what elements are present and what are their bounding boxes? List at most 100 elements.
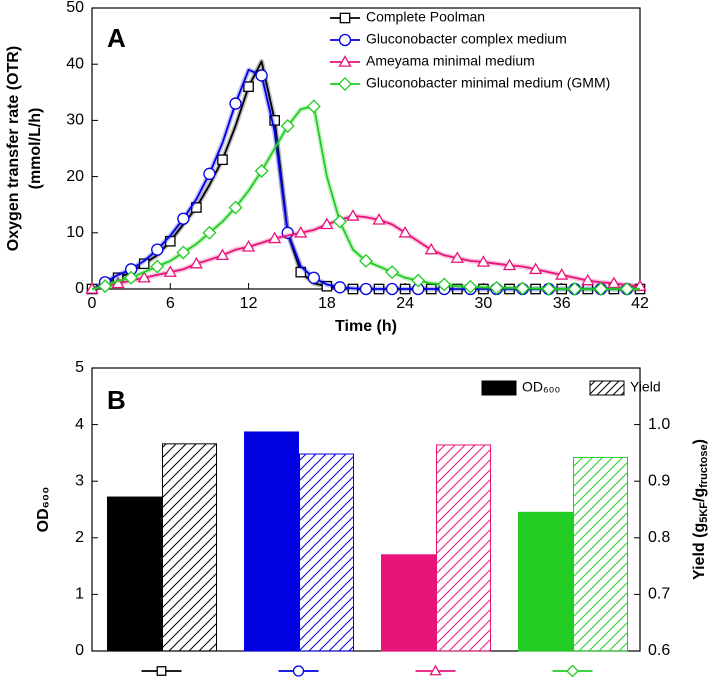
marker — [280, 119, 295, 133]
marker — [555, 268, 569, 280]
marker — [359, 253, 373, 268]
legend-label: Ameyama minimal medium — [366, 53, 535, 69]
y2-axis-label-part: ) — [691, 439, 708, 444]
bar — [573, 456, 628, 652]
x-axis-label: Time (h) — [335, 318, 397, 335]
legend-label: Gluconobacter complex medium — [366, 31, 567, 47]
x-tick-label: 36 — [553, 295, 571, 312]
y2-tick-label: 0.7 — [648, 586, 670, 603]
marker — [566, 664, 579, 678]
marker — [217, 154, 228, 166]
marker — [333, 281, 347, 294]
y-axis-label: OD₆₀₀ — [35, 487, 52, 533]
marker — [581, 273, 595, 286]
marker — [437, 277, 452, 292]
marker — [339, 12, 351, 24]
plot-frame — [91, 367, 641, 652]
marker — [307, 271, 320, 284]
y-tick-label: 4 — [75, 416, 84, 433]
marker — [156, 666, 167, 676]
marker — [429, 664, 442, 676]
marker — [463, 279, 478, 294]
y2-axis-label-part: fructose — [698, 444, 708, 487]
legend-label: Complete Poolman — [366, 9, 485, 25]
bar — [107, 496, 162, 652]
marker — [229, 97, 242, 110]
y-tick-label: 2 — [75, 529, 84, 546]
marker — [489, 280, 504, 295]
legend-label: Gluconobacter minimal medium (GMM) — [366, 75, 610, 91]
marker — [385, 265, 400, 280]
marker — [359, 282, 373, 296]
marker — [124, 270, 139, 285]
legend-swatch — [481, 380, 517, 396]
marker — [372, 213, 386, 225]
x-tick-label: 0 — [88, 295, 97, 312]
marker — [176, 245, 191, 260]
x-tick-label: 12 — [240, 295, 258, 312]
legend-swatch — [589, 380, 625, 396]
x-tick-label: 18 — [318, 295, 336, 312]
marker — [255, 69, 268, 82]
y2-tick-label: 1.0 — [648, 416, 670, 433]
marker — [243, 81, 254, 93]
y-tick-label: 10 — [66, 224, 84, 241]
bar — [518, 511, 573, 652]
panel-title: B — [107, 385, 126, 415]
y-tick-label: 30 — [66, 112, 84, 129]
marker — [294, 225, 308, 238]
marker — [320, 217, 334, 230]
panel-title: A — [107, 23, 126, 53]
y-tick-label: 5 — [75, 359, 84, 376]
marker — [450, 251, 464, 263]
marker — [476, 255, 491, 267]
marker — [424, 242, 438, 255]
marker — [633, 279, 647, 291]
legend-label: Yield — [630, 379, 661, 395]
marker — [338, 77, 352, 91]
legend-label: OD₆₀₀ — [522, 379, 560, 395]
marker — [502, 258, 517, 271]
marker — [528, 262, 543, 275]
marker — [177, 212, 190, 225]
y2-tick-label: 0.9 — [648, 472, 670, 489]
marker — [269, 115, 280, 126]
marker — [338, 33, 352, 47]
marker — [292, 665, 305, 677]
bar — [162, 443, 217, 652]
marker — [541, 282, 556, 296]
marker — [203, 167, 216, 180]
marker — [332, 214, 347, 229]
bar — [436, 444, 491, 652]
y-tick-label: 50 — [66, 0, 84, 16]
y-tick-label: 3 — [75, 472, 84, 489]
y2-axis-label-part: Yield (g — [691, 523, 708, 580]
y-tick-label: 20 — [66, 168, 84, 185]
marker — [593, 282, 608, 296]
marker — [515, 281, 530, 296]
y-axis-label: (mmol/L/h) — [27, 108, 44, 190]
marker — [163, 265, 177, 277]
y-tick-label: 0 — [75, 280, 84, 297]
marker — [346, 209, 360, 221]
marker — [137, 270, 151, 283]
marker — [254, 164, 269, 178]
y2-tick-label: 0.8 — [648, 529, 670, 546]
series-line — [91, 215, 641, 290]
marker — [398, 225, 412, 238]
x-tick-label: 42 — [631, 295, 649, 312]
y2-axis-label-part: 5KF — [698, 502, 708, 523]
y2-axis-label-part: /g — [691, 488, 708, 502]
marker — [241, 240, 256, 252]
marker — [202, 225, 217, 240]
marker — [567, 282, 582, 296]
marker — [619, 282, 634, 296]
y2-axis-label: Yield (g5KF/gfructose) — [691, 439, 708, 580]
bar — [299, 453, 354, 652]
marker — [98, 279, 113, 294]
y-tick-label: 0 — [75, 642, 84, 659]
y-tick-label: 1 — [75, 586, 84, 603]
marker — [268, 231, 282, 244]
y-axis-label: Oxygen transfer rate (OTR) — [5, 46, 22, 251]
y-tick-label: 40 — [66, 55, 84, 72]
